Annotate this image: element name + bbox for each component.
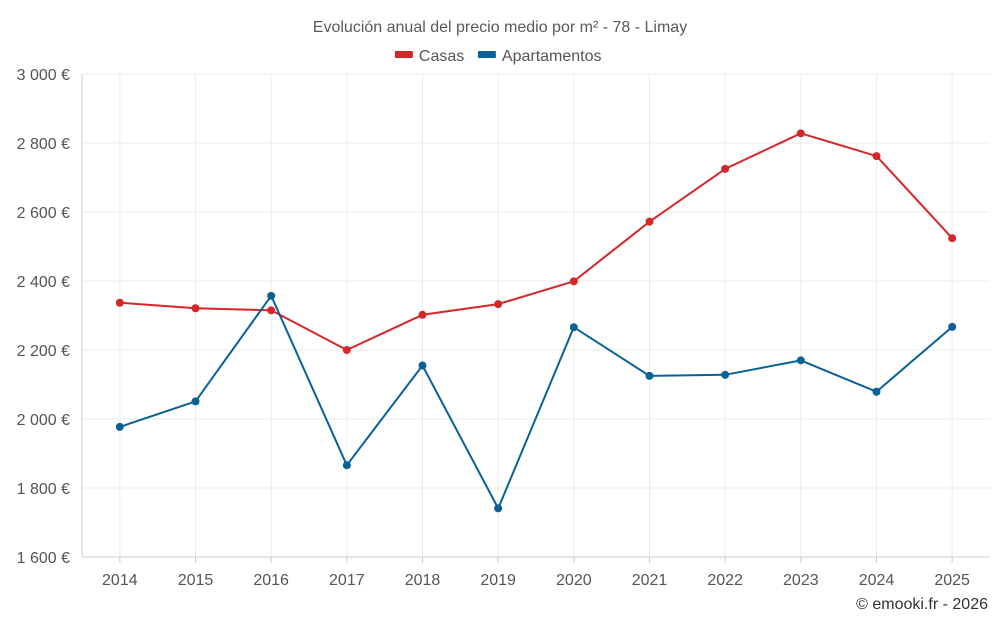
series-line-casas	[119, 132, 953, 351]
x-tick-label: 2024	[859, 572, 895, 589]
legend: Casas Apartamentos	[394, 48, 602, 65]
grid	[81, 73, 990, 558]
x-tick-label: 2019	[480, 572, 516, 589]
y-tick-label: 2 400 €	[17, 274, 70, 291]
legend-item-casas[interactable]: Casas	[394, 48, 464, 65]
x-tick-label: 2020	[556, 572, 592, 589]
credit-text: © emooki.fr - 2026	[856, 596, 988, 613]
legend-label: Apartamentos	[502, 48, 602, 65]
data-point-apartamentos[interactable]	[721, 370, 730, 379]
y-tick-label: 2 600 €	[17, 205, 70, 222]
data-point-apartamentos[interactable]	[494, 504, 503, 513]
legend-swatch	[394, 51, 413, 58]
legend-item-apartamentos[interactable]: Apartamentos	[477, 48, 602, 65]
y-tick-label: 2 200 €	[17, 343, 70, 360]
y-tick-label: 2 800 €	[17, 136, 70, 153]
y-axis: 1 600 € 1 800 € 2 000 € 2 200 € 2 400 € 2 600…	[17, 67, 70, 567]
x-tick-label: 2018	[405, 572, 441, 589]
data-point-casas[interactable]	[191, 304, 200, 313]
x-tick-label: 2014	[102, 572, 138, 589]
data-point-casas[interactable]	[115, 298, 124, 307]
y-tick-label: 1 800 €	[17, 481, 70, 498]
chart-title: Evolución anual del precio medio por m² …	[313, 19, 687, 36]
series-line-apartamentos	[119, 294, 953, 510]
data-point-apartamentos[interactable]	[115, 422, 124, 431]
data-point-casas[interactable]	[721, 164, 730, 173]
x-tick-label: 2025	[934, 572, 970, 589]
data-point-apartamentos[interactable]	[267, 291, 276, 300]
x-tick-label: 2021	[632, 572, 668, 589]
data-point-apartamentos[interactable]	[191, 397, 200, 406]
data-point-casas[interactable]	[948, 234, 957, 243]
data-point-apartamentos[interactable]	[645, 371, 654, 380]
x-tick-label: 2015	[178, 572, 214, 589]
y-tick-label: 2 000 €	[17, 412, 70, 429]
x-tick-label: 2022	[707, 572, 743, 589]
series-points	[115, 129, 957, 513]
x-tick-label: 2023	[783, 572, 819, 589]
data-point-apartamentos[interactable]	[872, 387, 881, 396]
data-point-apartamentos[interactable]	[796, 356, 805, 365]
data-point-apartamentos[interactable]	[569, 323, 578, 332]
data-point-apartamentos[interactable]	[948, 322, 957, 331]
data-point-apartamentos[interactable]	[418, 361, 427, 370]
y-tick-label: 1 600 €	[17, 550, 70, 567]
data-point-casas[interactable]	[569, 277, 578, 286]
data-point-casas[interactable]	[267, 306, 276, 315]
data-point-casas[interactable]	[645, 217, 654, 226]
x-axis: 2014 2015 2016 2017 2018 2019 2020 2021 2022 2023…	[102, 557, 970, 589]
y-tick-label: 3 000 €	[17, 67, 70, 84]
series-lines	[119, 132, 953, 510]
legend-swatch	[477, 51, 496, 58]
data-point-casas[interactable]	[418, 310, 427, 319]
x-tick-label: 2016	[253, 572, 289, 589]
data-point-casas[interactable]	[342, 346, 351, 354]
legend-label: Casas	[419, 48, 464, 65]
x-tick-label: 2017	[329, 572, 365, 589]
data-point-casas[interactable]	[872, 152, 881, 161]
data-point-casas[interactable]	[796, 129, 805, 138]
data-point-apartamentos[interactable]	[342, 461, 351, 470]
data-point-casas[interactable]	[494, 300, 503, 309]
